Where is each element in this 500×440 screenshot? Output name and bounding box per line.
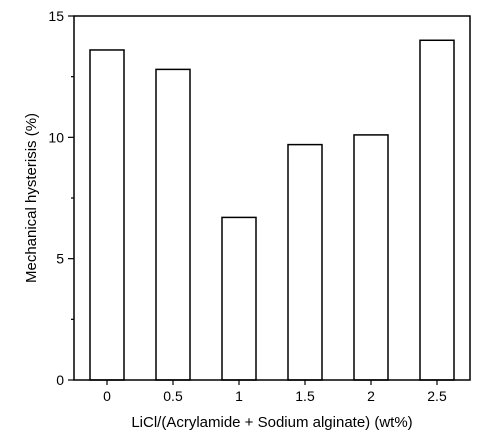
x-tick-label: 2 <box>367 388 375 404</box>
x-axis-title: LiCl/(Acrylamide + Sodium alginate) (wt%… <box>131 414 412 431</box>
x-tick-label: 1.5 <box>295 388 315 404</box>
y-axis-title: Mechanical hysterisis (%) <box>23 113 40 283</box>
x-tick-label: 0.5 <box>163 388 183 404</box>
bars-group <box>89 39 455 381</box>
bar-0 <box>89 49 125 381</box>
bar-2 <box>353 134 389 381</box>
bar-0.5 <box>155 68 191 381</box>
y-tick-label: 10 <box>48 129 64 145</box>
x-tick-label: 2.5 <box>427 388 447 404</box>
y-tick-label: 0 <box>56 372 64 388</box>
bar-1.5 <box>287 143 323 381</box>
y-tick-label: 5 <box>56 251 64 267</box>
bar-2.5 <box>419 39 455 381</box>
y-tick-label: 15 <box>48 8 64 24</box>
y-axis-ticks: 0 5 10 15 <box>48 8 74 388</box>
bar-1 <box>221 216 257 381</box>
x-axis-ticks: 0 0.5 1 1.5 2 2.5 <box>103 380 447 404</box>
x-tick-label: 1 <box>235 388 243 404</box>
x-tick-label: 0 <box>103 388 111 404</box>
plot-frame <box>73 15 471 381</box>
